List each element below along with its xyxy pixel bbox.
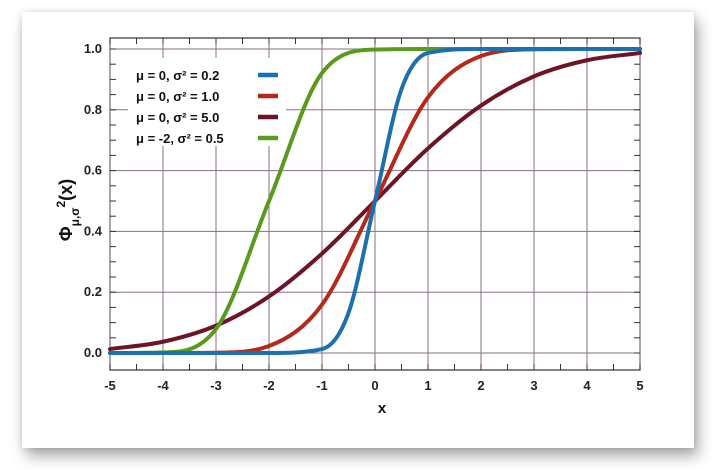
x-tick-label: -5 — [104, 378, 116, 393]
legend: μ = 0, σ² = 0.2 μ = 0, σ² = 1.0 μ = 0, σ² … — [128, 58, 286, 146]
x-tick-label: 5 — [636, 378, 643, 393]
x-axis-label: x — [378, 400, 387, 417]
y-tick-label: 0.4 — [84, 223, 103, 238]
x-tick-label: 0 — [371, 378, 378, 393]
legend-label: μ = -2, σ² = 0.5 — [136, 131, 224, 146]
y-axis-label: Φμ,σ2(x) — [54, 179, 82, 241]
minor-ticks — [109, 38, 641, 370]
series-line — [108, 47, 642, 355]
x-tick-label: -2 — [263, 378, 275, 393]
legend-label: μ = 0, σ² = 5.0 — [136, 110, 219, 125]
x-tick-label: 4 — [583, 378, 591, 393]
grid — [109, 38, 641, 370]
y-tick-label: 0.2 — [84, 284, 102, 299]
y-tick-label: 1.0 — [84, 41, 102, 56]
y-tick-labels: 0.0 0.2 0.4 0.6 0.8 1.0 — [84, 41, 103, 360]
x-tick-label: 2 — [477, 378, 484, 393]
x-tick-label: -4 — [157, 378, 169, 393]
y-tick-label: 0.8 — [84, 102, 102, 117]
y-tick-label: 0.6 — [84, 163, 102, 178]
series-lines — [108, 47, 642, 355]
legend-label: μ = 0, σ² = 1.0 — [136, 89, 219, 104]
x-tick-labels: -5 -4 -3 -2 -1 0 1 2 3 4 5 — [104, 378, 643, 393]
y-tick-label: 0.0 — [84, 345, 102, 360]
x-tick-label: -1 — [316, 378, 328, 393]
x-tick-label: 1 — [424, 378, 431, 393]
legend-label: μ = 0, σ² = 0.2 — [136, 68, 219, 83]
x-tick-label: -3 — [210, 378, 222, 393]
legend-background — [128, 58, 286, 146]
x-tick-label: 3 — [530, 378, 537, 393]
